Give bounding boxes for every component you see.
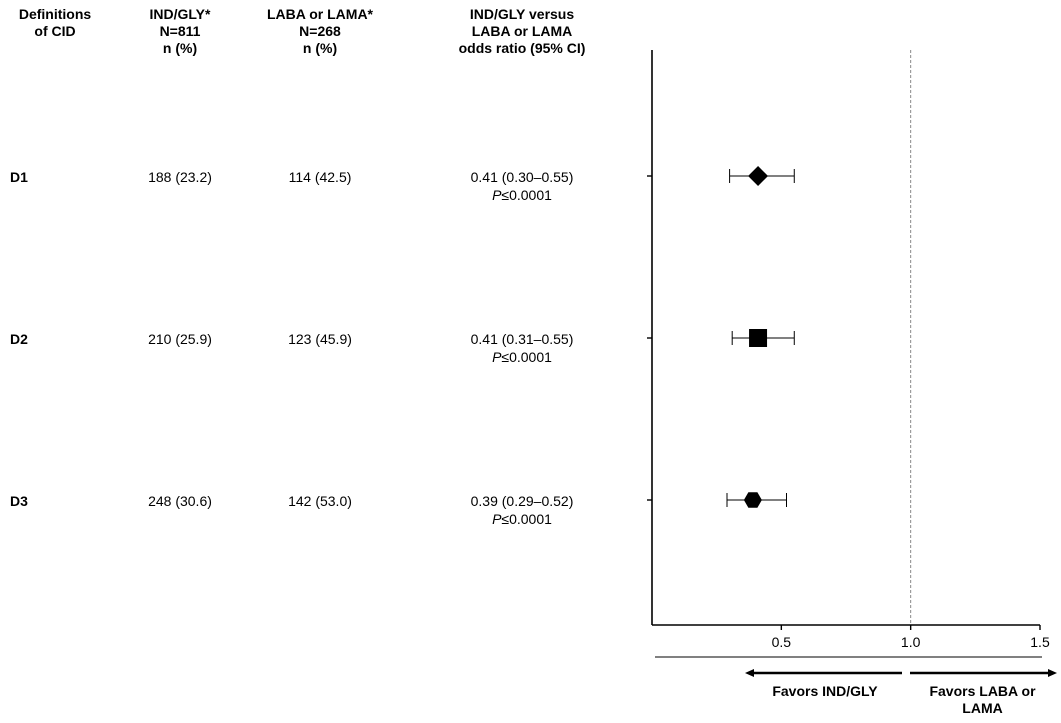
row-d2-p-number: ≤0.0001	[501, 349, 552, 365]
header-ind-gly-line1: IND/GLY*	[149, 6, 211, 22]
point-marker-d1	[748, 166, 769, 186]
row-d2-laba-lama: 123 (45.9)	[288, 331, 352, 347]
favors-right-line2: LAMA	[962, 700, 1003, 716]
row-d3-odds-ratio: 0.39 (0.29–0.52) P≤0.0001	[422, 492, 622, 528]
header-odds-line2: LABA or LAMA	[471, 23, 573, 39]
header-definitions-line2: of CID	[34, 23, 76, 39]
header-laba-lama-line2: N=268	[299, 23, 341, 39]
point-marker-d2	[749, 329, 768, 347]
favors-right-line1: Favors LABA or	[929, 683, 1036, 699]
row-d1-odds-ratio: 0.41 (0.30–0.55) P≤0.0001	[422, 168, 622, 204]
header-definitions-line1: Definitions	[18, 6, 92, 22]
row-d1-p-letter: P	[492, 187, 502, 203]
row-d3-p-letter: P	[492, 511, 502, 527]
favors-left-arrow-head	[745, 669, 754, 677]
favors-right-label: Favors LABA or LAMA	[910, 683, 1055, 717]
header-ind-gly-line3: n (%)	[162, 40, 198, 56]
row-d3-ind-gly: 248 (30.6)	[148, 493, 212, 509]
point-marker-d3	[743, 492, 762, 508]
row-label-d2: D2	[10, 331, 28, 347]
row-d2-p-letter: P	[492, 349, 502, 365]
row-d3-p-number: ≤0.0001	[501, 511, 552, 527]
header-ind-gly: IND/GLY* N=811 n (%)	[130, 6, 230, 57]
header-laba-lama-line1: LABA or LAMA*	[266, 6, 374, 22]
row-d3-laba-lama: 142 (53.0)	[288, 493, 352, 509]
row-d1-p-value: P≤0.0001	[422, 186, 622, 204]
header-ind-gly-line2: N=811	[159, 23, 201, 39]
header-odds-ratio: IND/GLY versus LABA or LAMA odds ratio (…	[422, 6, 622, 57]
row-d1-ind-gly: 188 (23.2)	[148, 169, 212, 185]
row-d3-or-text: 0.39 (0.29–0.52)	[470, 493, 574, 509]
row-d1-p-number: ≤0.0001	[501, 187, 552, 203]
row-d2-or-text: 0.41 (0.31–0.55)	[470, 331, 574, 347]
row-d2-odds-ratio: 0.41 (0.31–0.55) P≤0.0001	[422, 330, 622, 366]
header-odds-line3: odds ratio (95% CI)	[458, 40, 586, 56]
row-label-d3: D3	[10, 493, 28, 509]
favors-right-arrow-head	[1048, 669, 1057, 677]
row-d3-p-value: P≤0.0001	[422, 510, 622, 528]
row-d1-or-text: 0.41 (0.30–0.55)	[470, 169, 574, 185]
row-d2-p-value: P≤0.0001	[422, 348, 622, 366]
x-tick-label-1.0: 1.0	[901, 634, 921, 650]
row-d1-laba-lama: 114 (42.5)	[288, 169, 352, 185]
header-definitions: Definitions of CID	[10, 6, 100, 40]
row-d2-ind-gly: 210 (25.9)	[148, 331, 212, 347]
header-odds-line1: IND/GLY versus	[469, 6, 575, 22]
header-laba-lama: LABA or LAMA* N=268 n (%)	[255, 6, 385, 57]
row-label-d1: D1	[10, 169, 28, 185]
x-tick-label-1.5: 1.5	[1030, 634, 1050, 650]
header-laba-lama-line3: n (%)	[302, 40, 338, 56]
favors-left-label: Favors IND/GLY	[772, 683, 878, 699]
x-tick-label-0.5: 0.5	[772, 634, 792, 650]
